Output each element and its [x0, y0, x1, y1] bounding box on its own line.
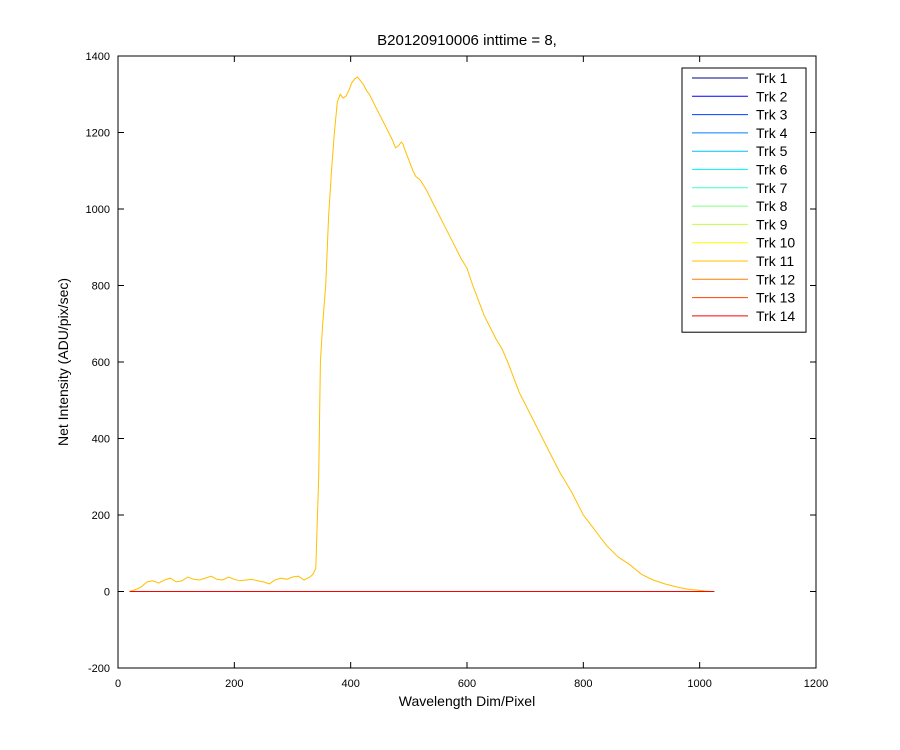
- x-tick-label: 1200: [804, 678, 828, 690]
- x-tick-label: 0: [115, 678, 121, 690]
- legend-label-trk-6: Trk 6: [756, 162, 788, 178]
- y-axis-label: Net Intensity (ADU/pix/sec): [55, 278, 71, 446]
- ticks-layer: 0 200 400 600 800 1000 1200 -200 0 200 400 600 800 10…: [86, 51, 829, 690]
- legend-label-trk-14: Trk 14: [756, 308, 795, 324]
- y-tick-label: 1000: [86, 204, 110, 216]
- series-line-trk-11: [129, 76, 715, 592]
- chart-title: B20120910006 inttime = 8,: [377, 32, 557, 49]
- x-tick-label: 200: [225, 678, 243, 690]
- y-tick-label: 200: [92, 510, 110, 522]
- legend-label-trk-5: Trk 5: [756, 143, 788, 159]
- legend-label-trk-8: Trk 8: [756, 198, 788, 214]
- legend-label-trk-12: Trk 12: [756, 271, 795, 287]
- legend-label-trk-11: Trk 11: [756, 253, 794, 269]
- series-layer: [129, 76, 715, 592]
- y-tick-label: 1200: [86, 128, 110, 140]
- legend-label-trk-1: Trk 1: [756, 70, 788, 86]
- y-tick-label: 600: [92, 357, 110, 369]
- legend-label-trk-13: Trk 13: [756, 290, 795, 306]
- legend: Trk 1 Trk 2 Trk 3 Trk 4 Trk 5 Trk 6 Trk 7 Trk 8…: [681, 67, 807, 333]
- x-tick-label: 600: [458, 678, 476, 690]
- y-tick-label: 1400: [86, 51, 110, 63]
- legend-box: [681, 67, 807, 333]
- y-tick-label: 800: [92, 281, 110, 293]
- x-axis-label: Wavelength Dim/Pixel: [399, 693, 535, 709]
- x-tick-label: 800: [574, 678, 592, 690]
- y-tick-label: 400: [92, 434, 110, 446]
- legend-label-trk-2: Trk 2: [756, 88, 788, 104]
- legend-label-trk-9: Trk 9: [756, 216, 788, 232]
- legend-label-trk-3: Trk 3: [756, 107, 788, 123]
- y-tick-label: -200: [88, 663, 110, 675]
- legend-label-trk-4: Trk 4: [756, 125, 788, 141]
- x-tick-label: 400: [341, 678, 359, 690]
- legend-label-trk-10: Trk 10: [756, 235, 795, 251]
- x-tick-label: 1000: [687, 678, 711, 690]
- y-tick-label: 0: [104, 587, 110, 599]
- legend-label-trk-7: Trk 7: [756, 180, 788, 196]
